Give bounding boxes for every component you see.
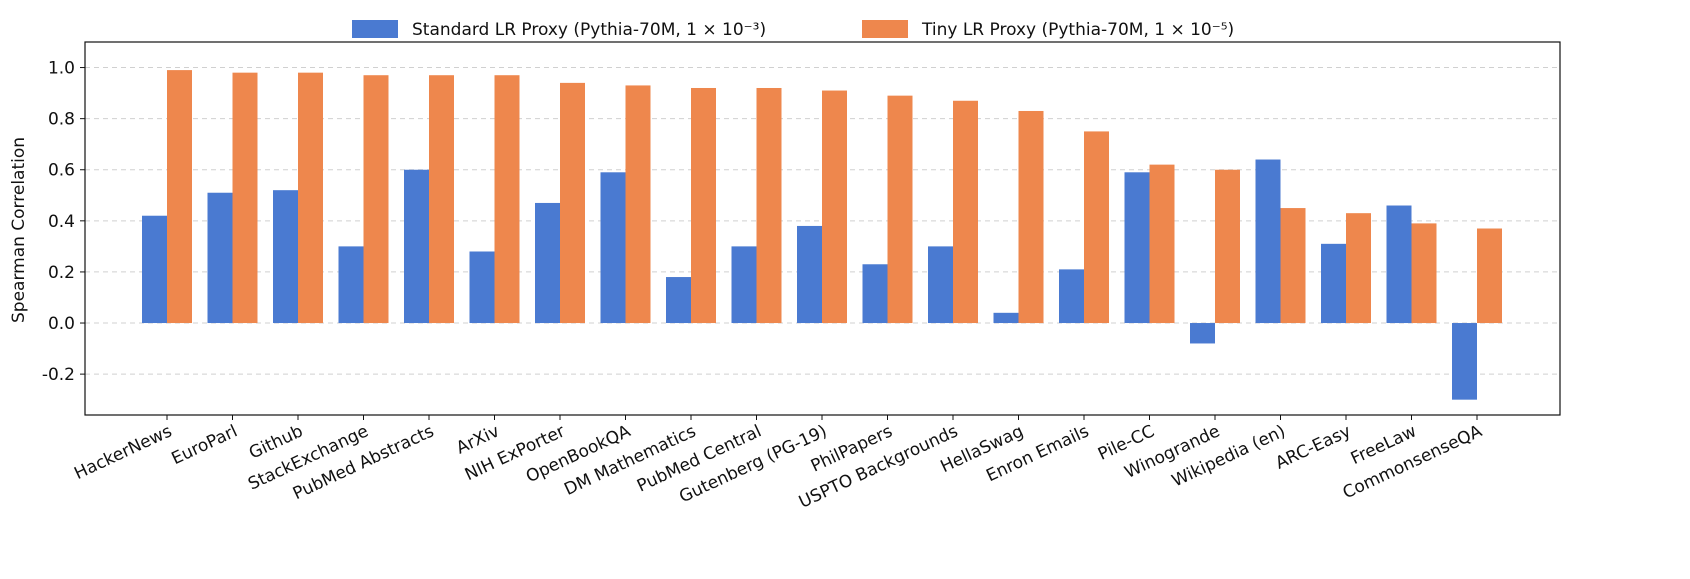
bar-standard-lr <box>1386 205 1412 324</box>
bar-tiny-lr <box>560 82 585 324</box>
y-tick-label: 0.8 <box>48 110 75 130</box>
bar-standard-lr <box>1321 243 1346 324</box>
y-tick-label: 1.0 <box>48 59 75 79</box>
bar-standard-lr <box>928 246 953 324</box>
bar-standard-lr <box>862 264 888 324</box>
x-tick-label: ARC-Easy <box>1273 421 1355 473</box>
bar-tiny-lr <box>1149 164 1175 324</box>
bar-standard-lr <box>207 192 233 324</box>
legend-label: Tiny LR Proxy (Pythia-70M, 1 × 10⁻⁵) <box>921 20 1234 40</box>
y-tick-label: 0.4 <box>48 212 75 232</box>
bar-tiny-lr <box>363 75 389 324</box>
bar-standard-lr <box>1255 159 1281 324</box>
y-tick-label: -0.2 <box>42 365 75 385</box>
bar-tiny-lr <box>887 95 913 324</box>
bar-tiny-lr <box>1280 208 1306 324</box>
bar-tiny-lr <box>298 72 323 324</box>
bar-tiny-lr <box>953 100 978 324</box>
bar-tiny-lr <box>756 87 782 324</box>
bar-standard-lr <box>1452 323 1477 400</box>
y-axis-label: Spearman Correlation <box>9 137 29 323</box>
legend-label: Standard LR Proxy (Pythia-70M, 1 × 10⁻³) <box>412 20 766 40</box>
bar-standard-lr <box>993 312 1019 324</box>
bar-tiny-lr <box>625 85 651 324</box>
y-tick-label: 0.2 <box>48 263 75 283</box>
bar-standard-lr <box>666 277 691 324</box>
legend-swatch <box>352 20 398 38</box>
bar-standard-lr <box>535 202 560 324</box>
bar-tiny-lr <box>1018 110 1044 324</box>
bar-standard-lr <box>469 251 495 324</box>
bar-standard-lr <box>142 215 167 324</box>
y-tick-label: 0.6 <box>48 161 75 181</box>
bar-tiny-lr <box>1477 228 1502 324</box>
y-tick-label: 0.0 <box>48 314 75 334</box>
x-tick-label: HackerNews <box>71 421 175 484</box>
legend-swatch <box>862 20 908 38</box>
bar-standard-lr <box>1124 172 1150 324</box>
bar-tiny-lr <box>1084 131 1109 324</box>
bar-tiny-lr <box>1411 223 1437 324</box>
bar-tiny-lr <box>1346 213 1371 324</box>
bar-standard-lr <box>1190 323 1215 344</box>
bar-standard-lr <box>797 225 822 324</box>
bar-tiny-lr <box>494 75 520 324</box>
bar-standard-lr <box>273 190 298 324</box>
bar-tiny-lr <box>691 87 716 324</box>
bar-tiny-lr <box>822 90 847 324</box>
bar-standard-lr <box>1059 269 1084 324</box>
bar-tiny-lr <box>1215 169 1240 324</box>
bar-standard-lr <box>731 246 757 324</box>
bar-tiny-lr <box>429 75 454 324</box>
x-tick-label: EuroParl <box>169 421 241 469</box>
bar-tiny-lr <box>232 72 258 324</box>
bar-standard-lr <box>404 169 429 324</box>
bar-standard-lr <box>600 172 626 324</box>
bar-tiny-lr <box>167 70 192 324</box>
bar-standard-lr <box>338 246 364 324</box>
